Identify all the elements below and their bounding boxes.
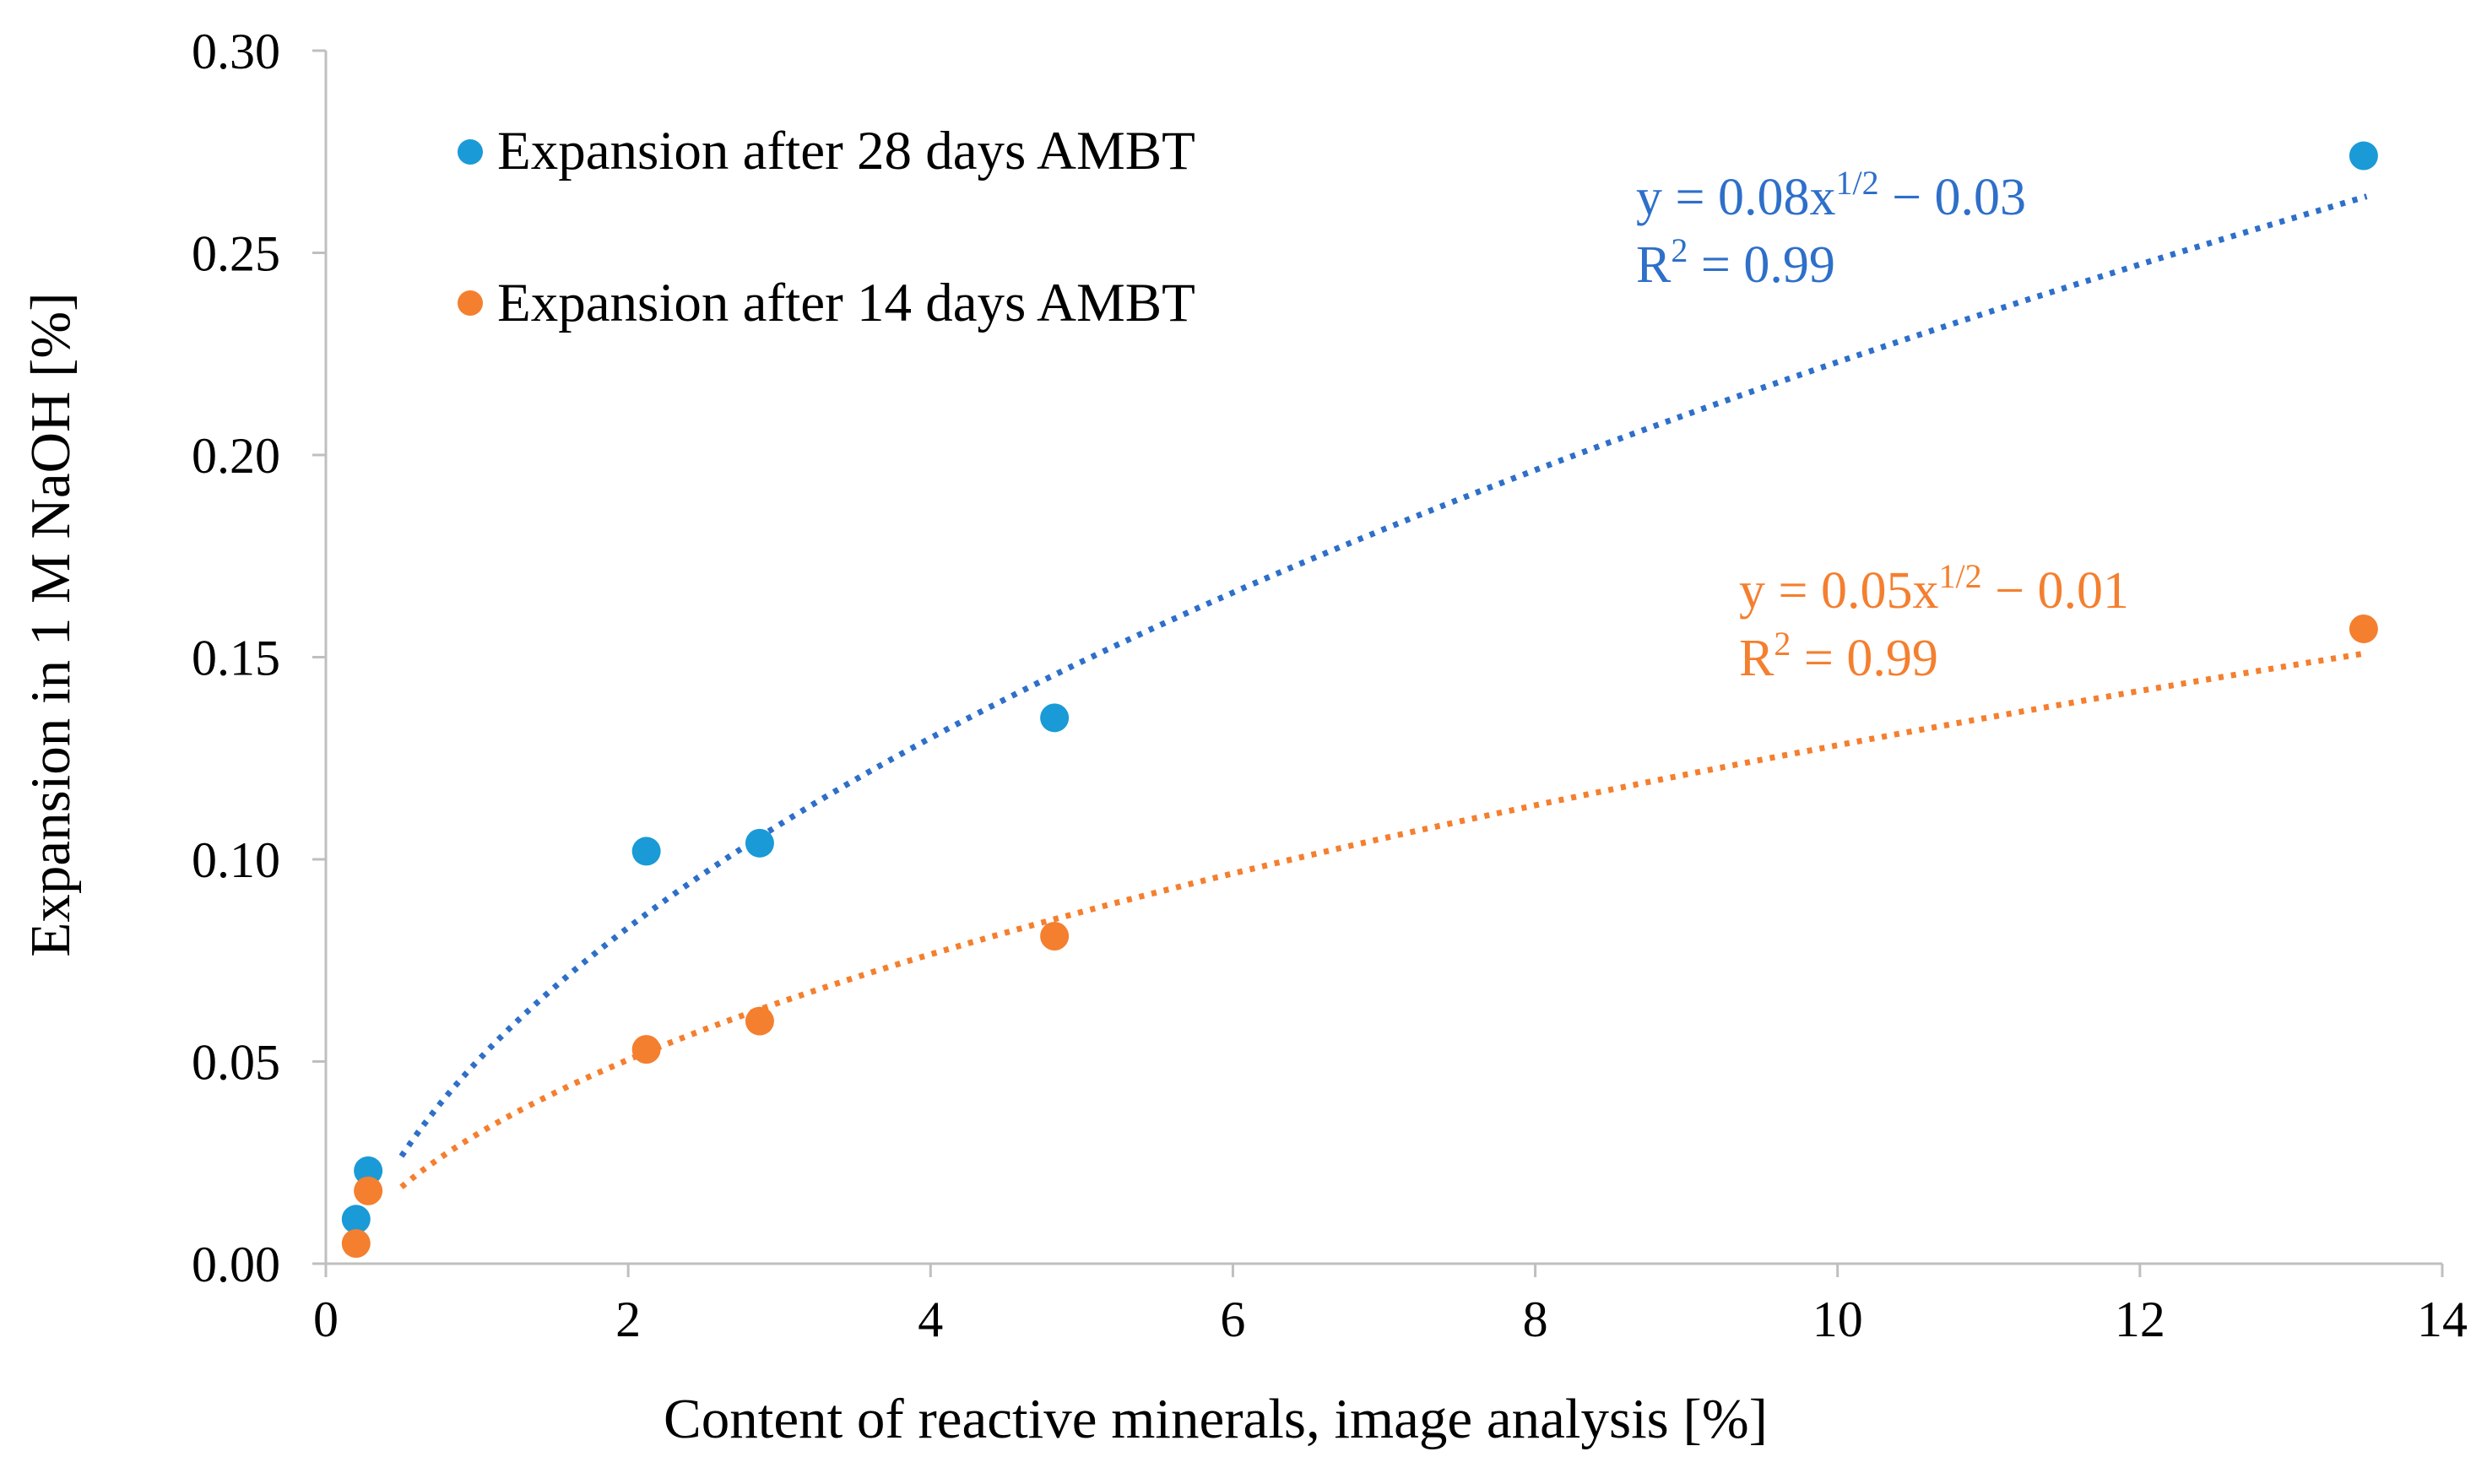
- y-ticks: 0.00 0.05 0.10 0.15 0.20 0.25 0.30: [192, 24, 326, 1292]
- x-tick-label: 8: [1523, 1292, 1548, 1347]
- data-point-series-0: [631, 837, 661, 866]
- y-tick-label: 0.20: [192, 428, 280, 484]
- data-point-series-1: [745, 1006, 774, 1036]
- data-point-series-0: [2349, 141, 2378, 171]
- x-tick-label: 2: [615, 1292, 641, 1347]
- trendline-series-1: [399, 650, 2368, 1189]
- equation-28-days: y = 0.08x1/2 − 0.03 R2 = 0.99: [1636, 164, 2026, 294]
- data-point-series-0: [341, 1205, 371, 1234]
- legend-marker-28-days: [458, 139, 483, 165]
- legend: Expansion after 28 days AMBT Expansion a…: [458, 121, 1195, 333]
- legend-label-28-days: Expansion after 28 days AMBT: [497, 121, 1195, 181]
- data-point-series-1: [631, 1035, 661, 1064]
- trendline-series-0: [398, 193, 2368, 1158]
- y-tick-label: 0.15: [192, 631, 280, 686]
- trendlines: [398, 193, 2368, 1189]
- y-tick-label: 0.05: [192, 1035, 280, 1091]
- legend-label-14-days: Expansion after 14 days AMBT: [497, 273, 1195, 333]
- data-point-series-0: [745, 828, 774, 858]
- r2-28-days-text: R2 = 0.99: [1636, 231, 1835, 294]
- x-axis-title: Content of reactive minerals, image anal…: [664, 1388, 1768, 1450]
- y-tick-label: 0.25: [192, 226, 280, 282]
- y-axis-title: Expansion in 1 M NaOH [%]: [19, 292, 82, 956]
- data-point-series-1: [354, 1176, 383, 1205]
- equation-14-days-text: y = 0.05x1/2 − 0.01: [1739, 557, 2129, 620]
- data-point-series-0: [354, 1156, 383, 1185]
- x-tick-label: 14: [2417, 1292, 2468, 1347]
- data-point-series-1: [1040, 922, 1070, 951]
- x-tick-label: 4: [918, 1292, 943, 1347]
- equation-28-days-text: y = 0.08x1/2 − 0.03: [1636, 164, 2026, 226]
- r2-14-days-text: R2 = 0.99: [1739, 625, 1938, 687]
- data-points: [341, 141, 2378, 1259]
- x-tick-label: 12: [2115, 1292, 2165, 1347]
- x-tick-label: 0: [313, 1292, 339, 1347]
- x-tick-label: 10: [1812, 1292, 1863, 1347]
- data-point-series-0: [1040, 703, 1070, 733]
- y-tick-label: 0.10: [192, 832, 280, 888]
- x-ticks: 0 2 4 6 8 10 12 14: [313, 1264, 2468, 1347]
- y-tick-label: 0.30: [192, 24, 280, 79]
- equation-14-days: y = 0.05x1/2 − 0.01 R2 = 0.99: [1739, 557, 2129, 687]
- y-tick-label: 0.00: [192, 1237, 280, 1292]
- legend-marker-14-days: [458, 290, 483, 316]
- x-tick-label: 6: [1220, 1292, 1245, 1347]
- data-point-series-1: [341, 1229, 371, 1259]
- data-point-series-1: [2349, 614, 2378, 643]
